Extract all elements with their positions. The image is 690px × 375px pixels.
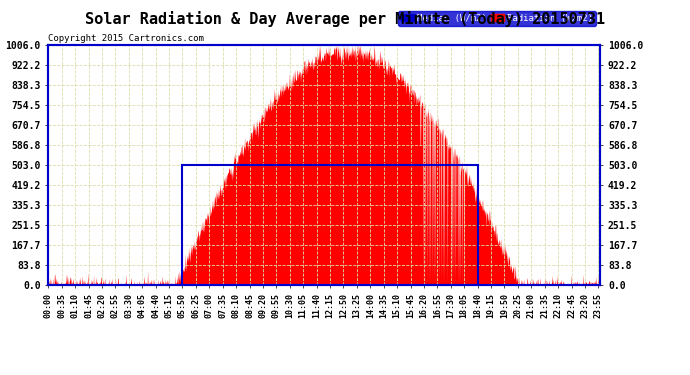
Bar bbox=[182, 165, 477, 285]
Text: Copyright 2015 Cartronics.com: Copyright 2015 Cartronics.com bbox=[48, 34, 204, 43]
Text: Solar Radiation & Day Average per Minute (Today) 20150731: Solar Radiation & Day Average per Minute… bbox=[85, 11, 605, 27]
Legend: Median (W/m2), Radiation (W/m2): Median (W/m2), Radiation (W/m2) bbox=[398, 11, 595, 26]
